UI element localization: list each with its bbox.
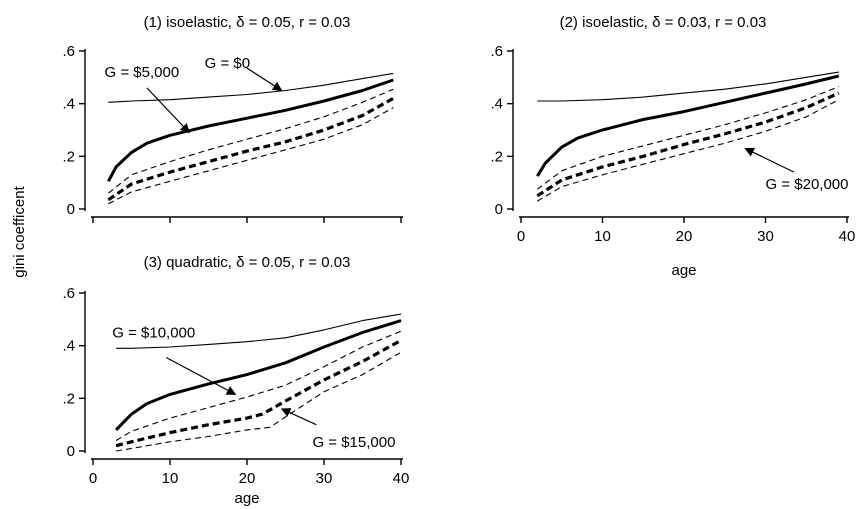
series-line-1 [537,71,839,102]
chart-panels: (1) isoelastic, δ = 0.05, r = 0.03 0 .2 .4.… [62,14,855,507]
x-axis-label: age [234,490,259,507]
annotation-arrow [146,87,190,134]
chart-panel-2: (2) isoelastic, δ = 0.03, r = 0.03 0 .2 .4.… [490,14,855,279]
chart-panel-1: (1) isoelastic, δ = 0.05, r = 0.03 0 .2 .4.… [62,14,403,223]
annotation-label: G = $5,000 [105,64,180,81]
y-tick-label: 0 [67,443,75,460]
series-line-3 [536,85,840,190]
series-line-2 [115,319,402,431]
y-tick-label: .4 [62,338,75,355]
annotation-label: G = $10,000 [112,325,195,342]
y-tick-label: .6 [490,43,503,60]
x-tick-label: 30 [316,470,333,487]
series-line-3 [108,88,394,194]
annotation-arrow [280,408,317,426]
x-tick-label: 30 [757,228,774,245]
y-tick-label: .6 [62,285,75,302]
x-tick-label: 20 [239,470,256,487]
x-tick-label: 10 [162,470,179,487]
annotation-arrow [246,67,283,92]
annotation-arrow [744,147,795,173]
panel-title: (3) quadratic, δ = 0.05, r = 0.03 [144,254,351,271]
y-tick-label: .2 [490,148,503,165]
x-tick-label: 0 [89,470,97,487]
series-line-5 [537,99,840,202]
y-tick-label: .2 [62,148,75,165]
series-line-4 [115,338,402,448]
series-line-3 [115,330,402,441]
x-tick-label: 40 [393,470,410,487]
y-tick-label: .2 [62,390,75,407]
series-line-5 [108,107,394,205]
series-line-4 [107,97,395,202]
annotation-arrow [165,356,237,395]
panel-title: (1) isoelastic, δ = 0.05, r = 0.03 [144,14,351,31]
y-tick-label: 0 [67,201,75,218]
series-line-4 [536,91,840,198]
x-tick-label: 10 [594,228,611,245]
shared-y-axis-label: gini coefficent [11,185,28,277]
series-line-2 [536,74,840,177]
x-tick-label: 20 [676,228,693,245]
y-tick-label: .6 [62,43,75,60]
series-line-1 [116,313,402,349]
series-line-2 [107,78,394,183]
x-tick-label: 0 [517,228,525,245]
series-line-5 [116,351,402,452]
y-tick-label: .4 [62,96,75,113]
annotation-label: G = $15,000 [312,434,395,451]
chart-panel-3: (3) quadratic, δ = 0.05, r = 0.03 0 .2 .4 .6… [62,254,409,507]
annotation-label: G = $0 [205,55,250,72]
y-tick-label: 0 [495,201,503,218]
x-axis-label: age [671,262,696,279]
x-tick-label: 40 [839,228,856,245]
panel-title: (2) isoelastic, δ = 0.03, r = 0.03 [560,14,767,31]
series-line-1 [108,72,394,103]
annotation-label: G = $20,000 [766,176,849,193]
y-tick-label: .4 [490,96,503,113]
